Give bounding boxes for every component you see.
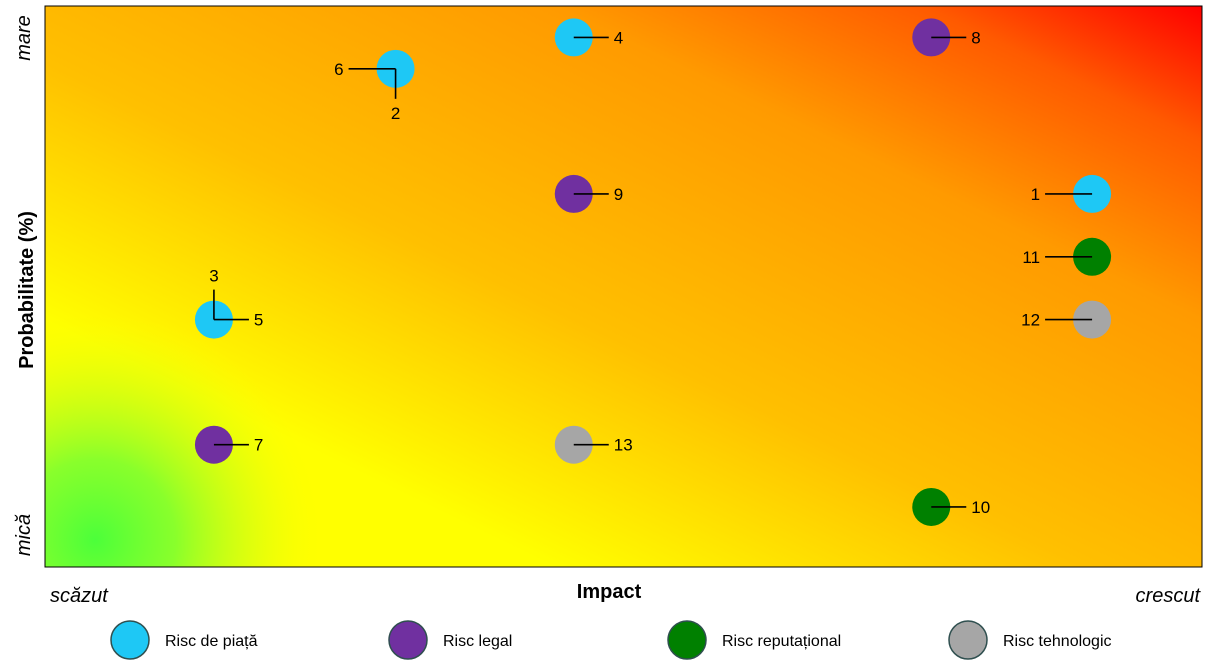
legend: Risc de piață Risc legal Risc reputațional… <box>110 620 1112 660</box>
legend-label: Risc de piață <box>165 633 258 650</box>
legend-marker <box>667 620 707 660</box>
risk-point-label: 6 <box>334 60 343 79</box>
risk-point-label: 12 <box>1021 311 1040 330</box>
risk-point-label: 9 <box>614 185 623 204</box>
x-axis-low-label: scăzut <box>50 585 109 607</box>
risk-point-label: 11 <box>1022 248 1040 267</box>
risk-point-label: 10 <box>971 498 990 517</box>
legend-label: Risc reputațional <box>722 633 841 650</box>
risk-point-label: 13 <box>614 436 633 455</box>
legend-marker <box>388 620 428 660</box>
x-axis-label: Impact <box>577 581 642 603</box>
legend-marker <box>110 620 150 660</box>
y-axis-label: Probabilitate (%) <box>16 211 38 369</box>
risk-point-label: 5 <box>254 311 263 330</box>
risk-point-label: 1 <box>1031 185 1040 204</box>
risk-point-label: 4 <box>614 28 623 47</box>
risk-point-label: 3 <box>209 267 218 286</box>
legend-label: Risc legal <box>443 633 512 650</box>
risk-point-label: 7 <box>254 436 263 455</box>
y-axis-high-label: mare <box>13 15 35 61</box>
y-axis-low-label: mică <box>13 514 35 556</box>
legend-marker <box>948 620 988 660</box>
risk-point-label: 8 <box>971 28 980 47</box>
x-axis-high-label: crescut <box>1136 585 1202 607</box>
risk-point-label: 2 <box>391 104 400 123</box>
legend-label: Risc tehnologic <box>1003 633 1112 650</box>
heatmap-background <box>44 5 1203 568</box>
